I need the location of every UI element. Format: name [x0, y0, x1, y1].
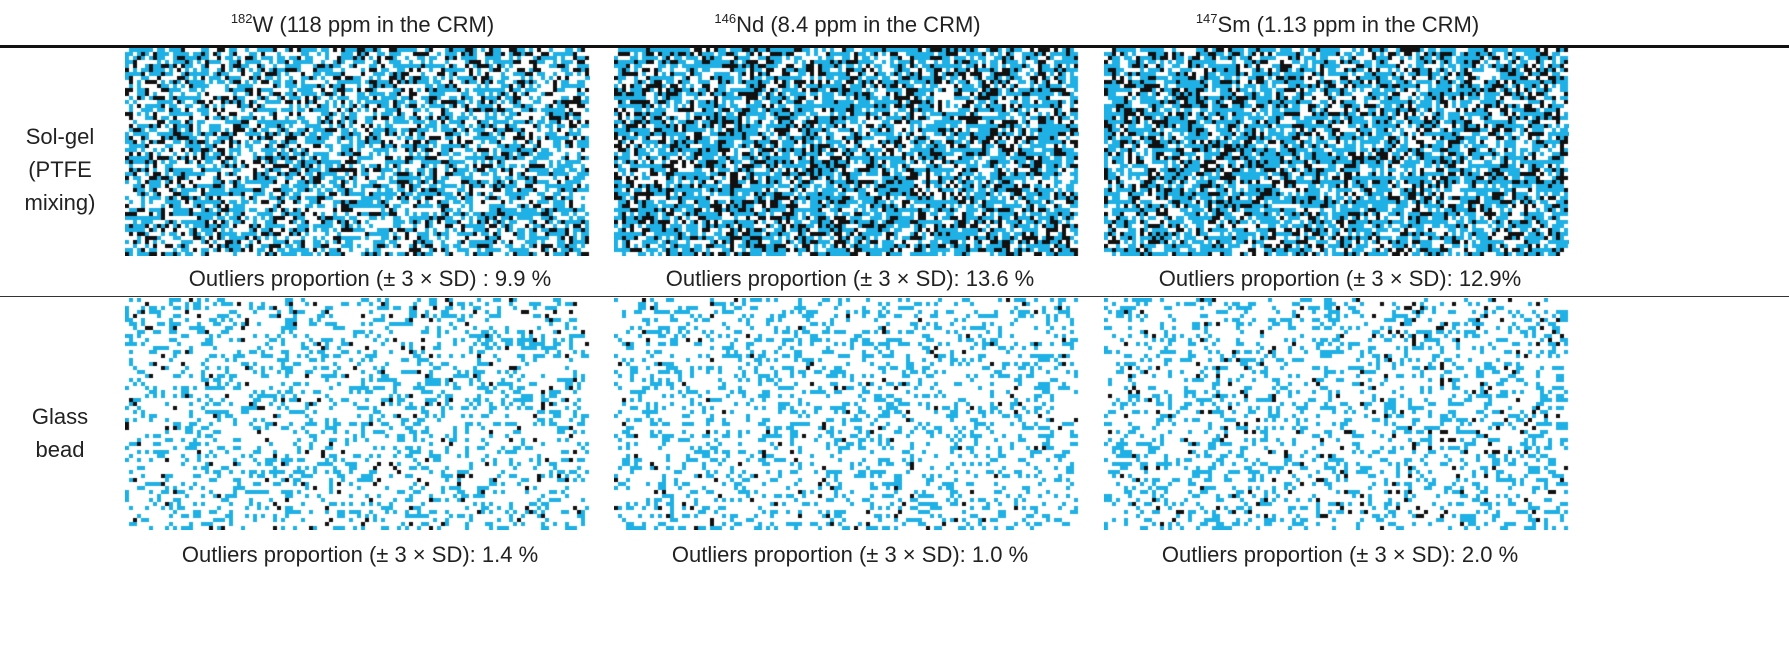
- isotope-mass-w: 182: [230, 11, 253, 26]
- header-detail-sm: (1.13 ppm in the CRM): [1250, 12, 1480, 37]
- row-label-line: bead: [35, 437, 85, 462]
- element-sm: Sm: [1217, 12, 1251, 37]
- table-row-divider: [0, 296, 1789, 297]
- distribution-map-sol-gel-sm: [1104, 48, 1569, 256]
- row-label-line: (PTFE: [28, 157, 92, 182]
- isotope-mass-sm: 147: [1195, 11, 1218, 26]
- element-nd: Nd: [736, 12, 765, 37]
- outlier-caption-glass-bead-nd: Outliers proportion (± 3 × SD): 1.0 %: [671, 542, 1029, 567]
- row-label-line: mixing): [24, 190, 96, 215]
- column-header-w182: 182W (118 ppm in the CRM): [130, 12, 595, 42]
- row-label-glass-bead: Glass bead: [0, 400, 120, 466]
- distribution-map-sol-gel-nd: [614, 48, 1079, 256]
- row-label-line: Sol-gel: [25, 124, 95, 149]
- outlier-caption-glass-bead-sm: Outliers proportion (± 3 × SD): 2.0 %: [1161, 542, 1519, 567]
- table-top-rule: [0, 45, 1789, 48]
- distribution-map-glass-bead-nd: [614, 298, 1079, 530]
- row-label-line: Glass: [31, 404, 89, 429]
- element-w: W: [252, 12, 274, 37]
- column-header-sm147: 147Sm (1.13 ppm in the CRM): [1105, 12, 1570, 42]
- distribution-map-sol-gel-w: [125, 48, 590, 256]
- outlier-caption-sol-gel-w: Outliers proportion (± 3 × SD) : 9.9 %: [188, 266, 552, 291]
- distribution-map-glass-bead-sm: [1104, 298, 1569, 530]
- isotope-mass-nd: 146: [714, 11, 737, 26]
- outlier-caption-sol-gel-nd: Outliers proportion (± 3 × SD): 13.6 %: [665, 266, 1035, 291]
- outlier-caption-glass-bead-w: Outliers proportion (± 3 × SD): 1.4 %: [181, 542, 539, 567]
- column-header-nd146: 146Nd (8.4 ppm in the CRM): [615, 12, 1080, 42]
- header-detail-nd: (8.4 ppm in the CRM): [764, 12, 981, 37]
- distribution-map-glass-bead-w: [125, 298, 590, 530]
- outlier-caption-sol-gel-sm: Outliers proportion (± 3 × SD): 12.9%: [1158, 266, 1522, 291]
- row-label-sol-gel: Sol-gel (PTFE mixing): [0, 120, 120, 219]
- header-detail-w: (118 ppm in the CRM): [273, 12, 495, 37]
